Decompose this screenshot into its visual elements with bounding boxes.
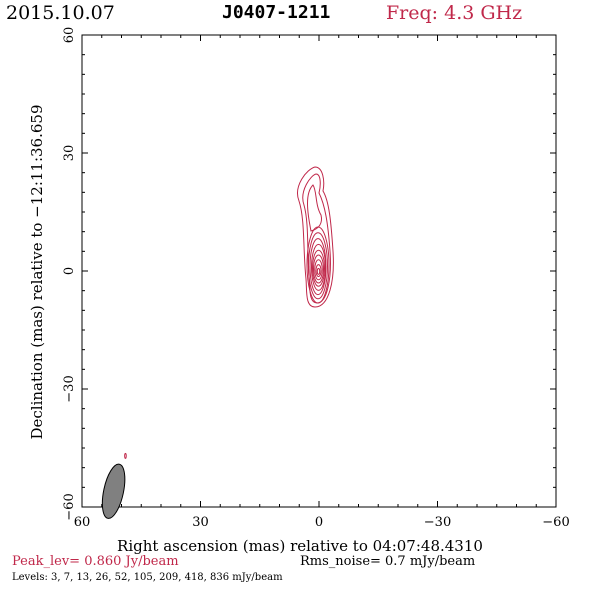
contour-level [309,238,327,296]
x-tick-label: −60 [542,515,569,530]
contour-noise-blob [124,452,127,459]
contour-level [315,264,322,278]
peak-level: Peak_lev= 0.860 Jy/beam [12,554,179,569]
contour-jet-knot [307,184,322,232]
y-tick-label: −30 [62,375,77,402]
contour-level [314,259,323,281]
y-tick-label: 0 [62,267,77,275]
plot-frame [81,34,557,508]
x-tick-label: 30 [192,515,209,530]
contour-level [313,254,324,284]
beam-ellipse [101,463,126,519]
contour-jet-outer [297,166,334,308]
rms-noise: Rms_noise= 0.7 mJy/beam [300,554,476,569]
source-name: J0407-1211 [222,2,331,23]
observation-date: 2015.10.07 [6,2,115,24]
x-tick-label: −30 [424,515,451,530]
x-tick-label: 60 [74,515,91,530]
contour-levels: Levels: 3, 7, 13, 26, 52, 105, 209, 418,… [12,572,283,583]
y-tick-label: 60 [62,27,77,44]
contour-level [316,267,321,275]
contour-level [312,249,325,287]
frequency-label: Freq: 4.3 GHz [386,2,523,24]
y-tick-label: 30 [62,145,77,162]
x-axis-label: Right ascension (mas) relative to 04:07:… [117,537,483,555]
contour-jet-inner [302,173,331,304]
contour-level [311,243,326,291]
y-tick-label: −60 [62,493,77,520]
y-axis-label: Declination (mas) relative to −12:11:36.… [28,104,46,439]
x-tick-label: 0 [315,515,323,530]
